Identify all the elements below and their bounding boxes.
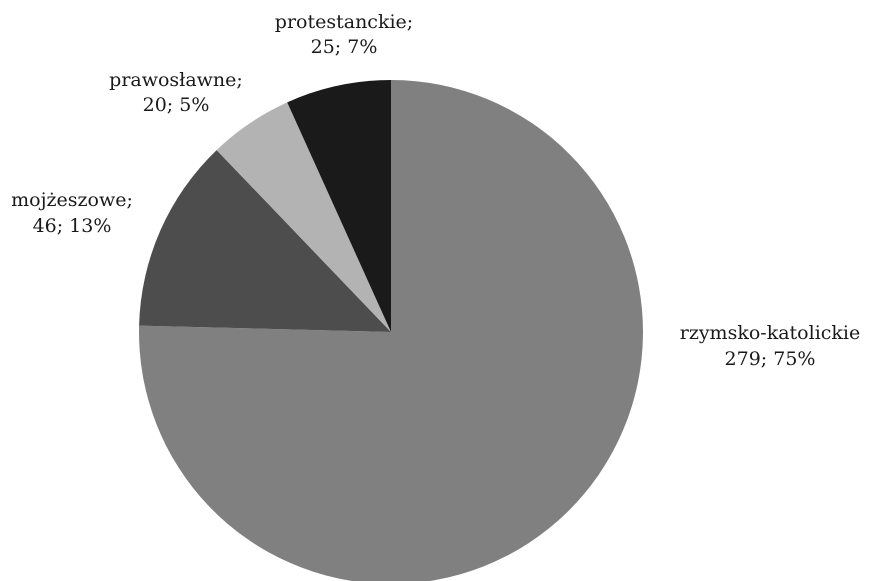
pie-slice-protestanckie xyxy=(287,80,391,332)
pie-slices xyxy=(139,80,643,581)
label-mojzeszowe-value: 46; 13% xyxy=(33,215,112,237)
label-rzymsko-katolickie: rzymsko-katolickie 279; 75% xyxy=(680,322,861,370)
label-prawoslawne-name: prawosławne; xyxy=(109,69,243,91)
pie-slice-rzymsko-katolickie xyxy=(139,80,643,581)
pie-slice-moj-eszowe xyxy=(139,150,391,332)
label-rzymsko-katolickie-name: rzymsko-katolickie xyxy=(680,322,861,344)
label-mojzeszowe-name: mojżeszowe; xyxy=(11,189,133,211)
label-rzymsko-katolickie-value: 279; 75% xyxy=(725,348,816,370)
label-protestanckie-value: 25; 7% xyxy=(311,36,378,58)
label-prawoslawne: prawosławne; 20; 5% xyxy=(109,69,243,116)
label-protestanckie-name: protestanckie; xyxy=(275,11,413,33)
label-prawoslawne-value: 20; 5% xyxy=(143,94,210,116)
label-protestanckie: protestanckie; 25; 7% xyxy=(275,11,413,58)
label-mojzeszowe: mojżeszowe; 46; 13% xyxy=(11,189,133,237)
pie-slice-prawos-awne xyxy=(216,102,391,332)
